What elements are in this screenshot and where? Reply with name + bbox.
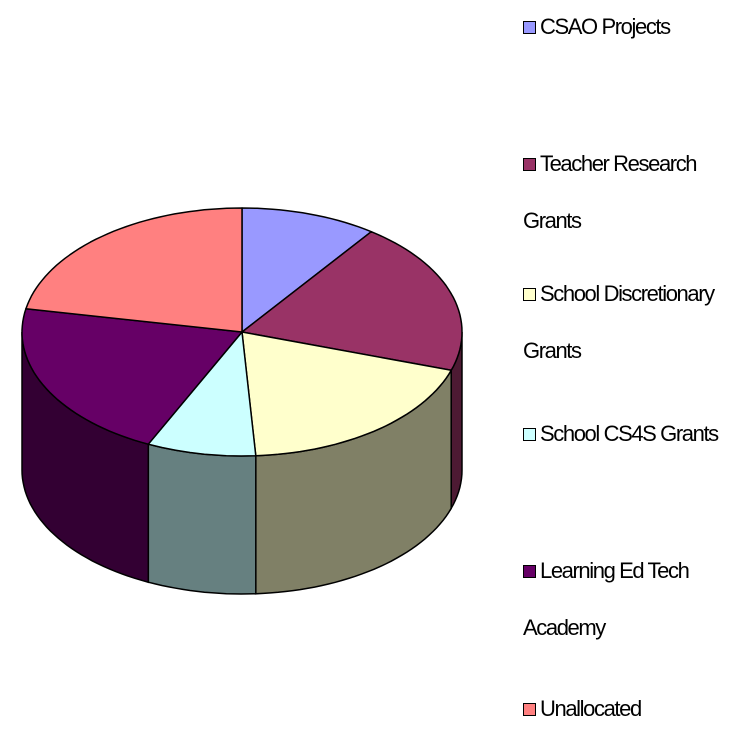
legend-item: Unallocated	[523, 680, 747, 731]
legend-swatch	[523, 158, 536, 171]
legend-label: Learning Ed Tech Academy	[523, 558, 690, 640]
legend-item: Learning Ed Tech Academy	[523, 542, 747, 656]
pie-slice	[241, 230, 463, 372]
legend-item: Teacher Research Grants	[523, 135, 747, 249]
legend-label: CSAO Projects	[540, 14, 671, 39]
legend-label: Unallocated	[540, 696, 642, 721]
legend-swatch	[523, 703, 536, 716]
pie-slice	[147, 331, 257, 457]
legend-swatch	[523, 565, 536, 578]
legend-item: School CS4S Grants	[523, 405, 747, 462]
legend-item: School Discretionary Grants	[523, 265, 747, 379]
pie-slice	[25, 207, 243, 333]
legend-label: Teacher Research Grants	[523, 151, 698, 233]
legend-item: CSAO Projects	[523, 0, 747, 55]
legend-swatch	[523, 288, 536, 301]
pie-slice	[21, 308, 243, 445]
legend-label: School Discretionary Grants	[523, 281, 715, 363]
legend-swatch	[523, 428, 536, 441]
pie-slice	[241, 331, 452, 457]
legend-swatch	[523, 21, 536, 34]
pie-side	[147, 443, 257, 595]
legend-label: School CS4S Grants	[540, 421, 719, 446]
pie-slice	[241, 207, 373, 333]
